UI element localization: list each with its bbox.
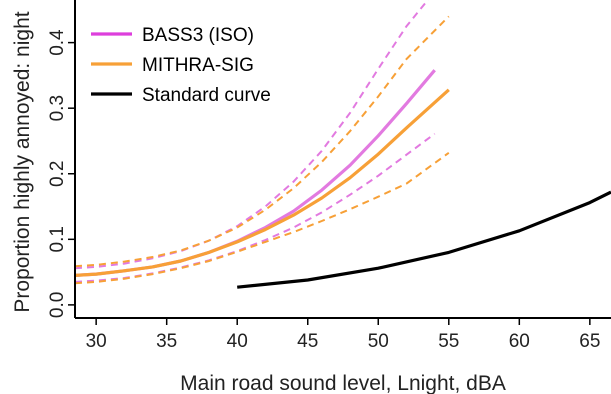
y-axis-ticks: 0.0 0.1 0.2 0.3 0.4 (47, 29, 75, 318)
mithra-sig-ci-upper (75, 15, 450, 268)
y-tick-label: 0.1 (47, 226, 68, 252)
legend: BASS3 (ISO) MITHRA-SIG Standard curve (91, 25, 271, 106)
standard-curve-line (237, 190, 611, 289)
x-tick-label: 35 (156, 331, 177, 352)
plot-area: 30 35 40 45 50 55 60 65 0.0 0.1 0.2 0.3 0.4 (47, 0, 611, 352)
x-axis-title: Main road sound level, Lnight, dBA (180, 372, 506, 394)
mithra-sig-ci-lower (75, 151, 450, 285)
legend-label-mithra-sig: MITHRA-SIG (142, 55, 254, 76)
y-tick-label: 0.4 (47, 29, 68, 56)
series-layer (75, 0, 611, 289)
x-tick-label: 55 (438, 331, 459, 352)
x-tick-label: 45 (297, 331, 318, 352)
x-tick-label: 30 (86, 331, 107, 352)
y-tick-label: 0.2 (47, 161, 68, 187)
legend-label-bass3-iso: BASS3 (ISO) (142, 25, 254, 46)
x-tick-label: 65 (579, 331, 600, 352)
x-tick-label: 50 (368, 331, 389, 352)
y-tick-label: 0.3 (47, 95, 68, 121)
y-axis-title: Proportion highly annoyed: night (11, 11, 34, 312)
y-tick-label: 0.0 (47, 292, 68, 318)
mithra-sig-line (75, 88, 450, 277)
x-tick-label: 60 (509, 331, 530, 352)
x-tick-label: 40 (227, 331, 248, 352)
legend-label-standard-curve: Standard curve (142, 85, 271, 106)
x-axis-ticks: 30 35 40 45 50 55 60 65 (86, 318, 600, 352)
bass3-iso-ci-lower (75, 132, 436, 283)
bass3-iso-ci-upper (75, 0, 430, 270)
